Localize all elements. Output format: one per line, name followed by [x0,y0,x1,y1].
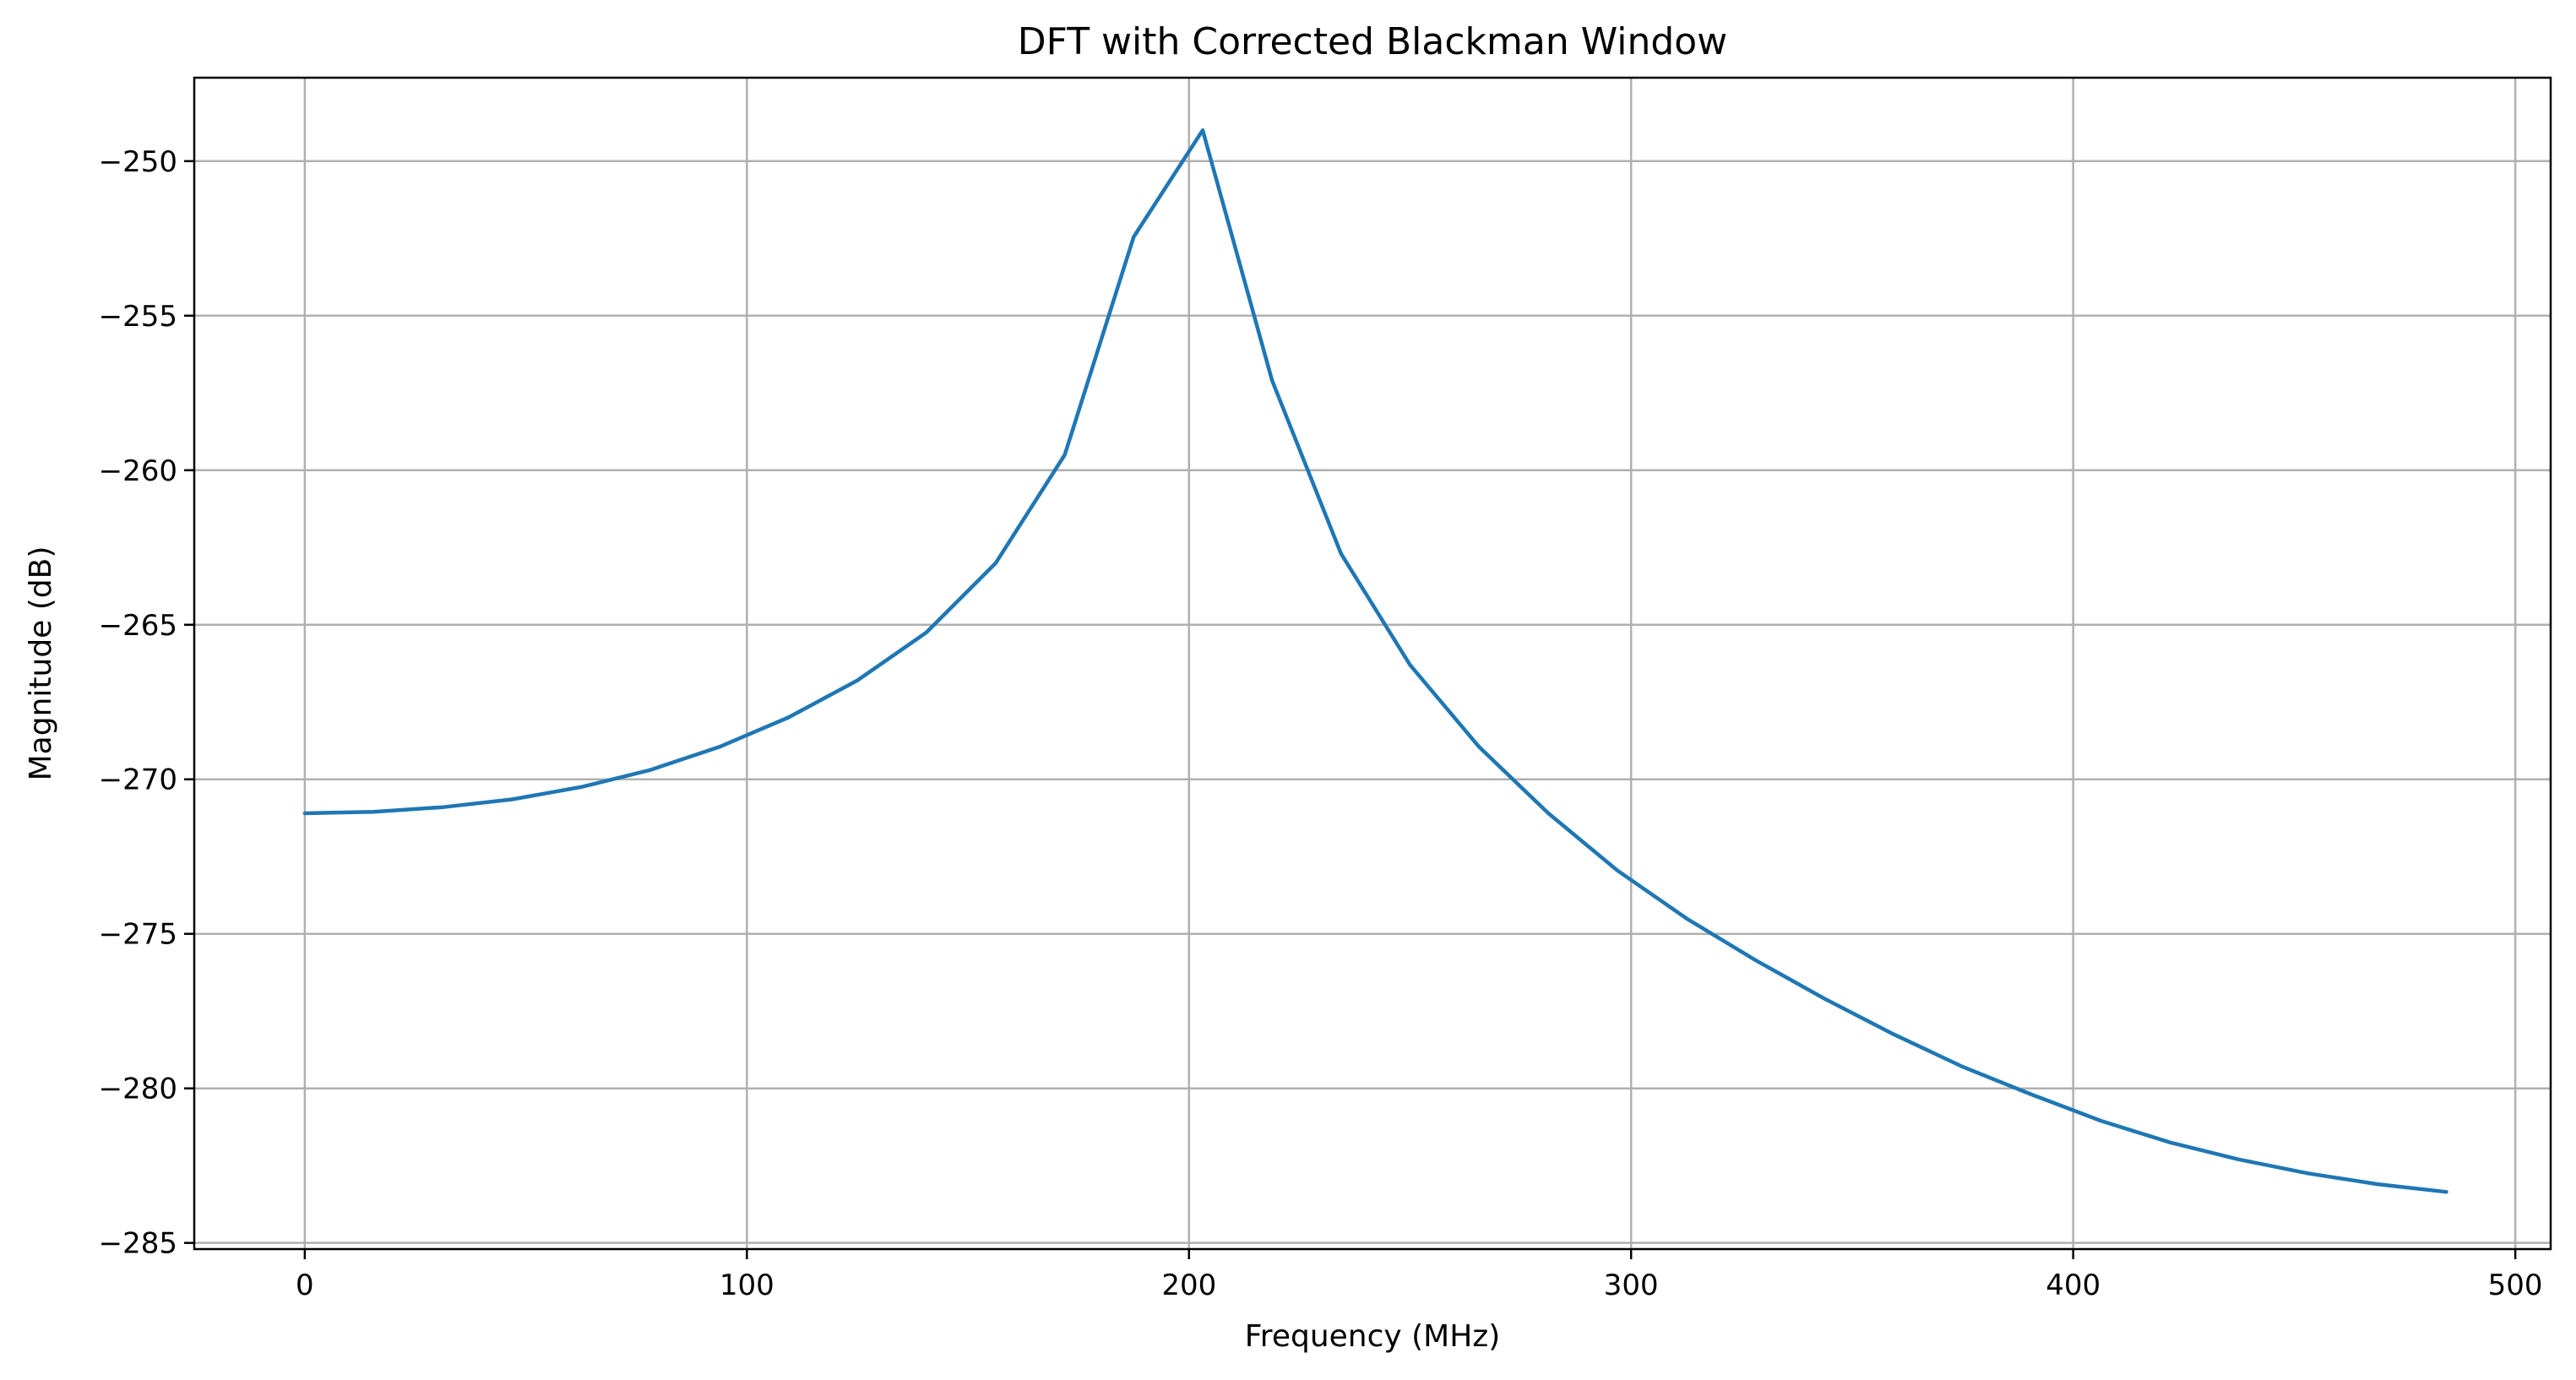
series-line [302,128,2448,1194]
y-tick-label: −285 [99,1227,177,1261]
y-axis-ticks: −250 −255 −260 −265 −270 −275 −280 −285 [99,145,194,1261]
y-tick-label: −275 [99,918,177,952]
x-axis-title: Frequency (MHz) [1245,1319,1501,1354]
chart-title: DFT with Corrected Blackman Window [1018,20,1727,63]
x-tick-label: 500 [2488,1269,2543,1302]
grid [194,78,2551,1249]
x-tick-label: 0 [296,1269,314,1302]
y-tick-label: −250 [99,145,177,179]
x-tick-label: 200 [1161,1269,1216,1302]
y-tick-label: −265 [99,609,177,643]
x-tick-label: 300 [1604,1269,1659,1302]
x-axis-ticks: 0 100 200 300 400 500 [296,1249,2543,1302]
y-tick-label: −280 [99,1073,177,1106]
y-axis-title: Magnitude (dB) [24,546,58,781]
x-tick-label: 100 [720,1269,774,1302]
y-tick-label: −260 [99,454,177,488]
series-lines [302,128,2448,1194]
y-tick-label: −270 [99,763,177,797]
x-tick-label: 400 [2046,1269,2100,1302]
plot-frame [193,76,2552,1251]
y-tick-label: −255 [99,300,177,334]
